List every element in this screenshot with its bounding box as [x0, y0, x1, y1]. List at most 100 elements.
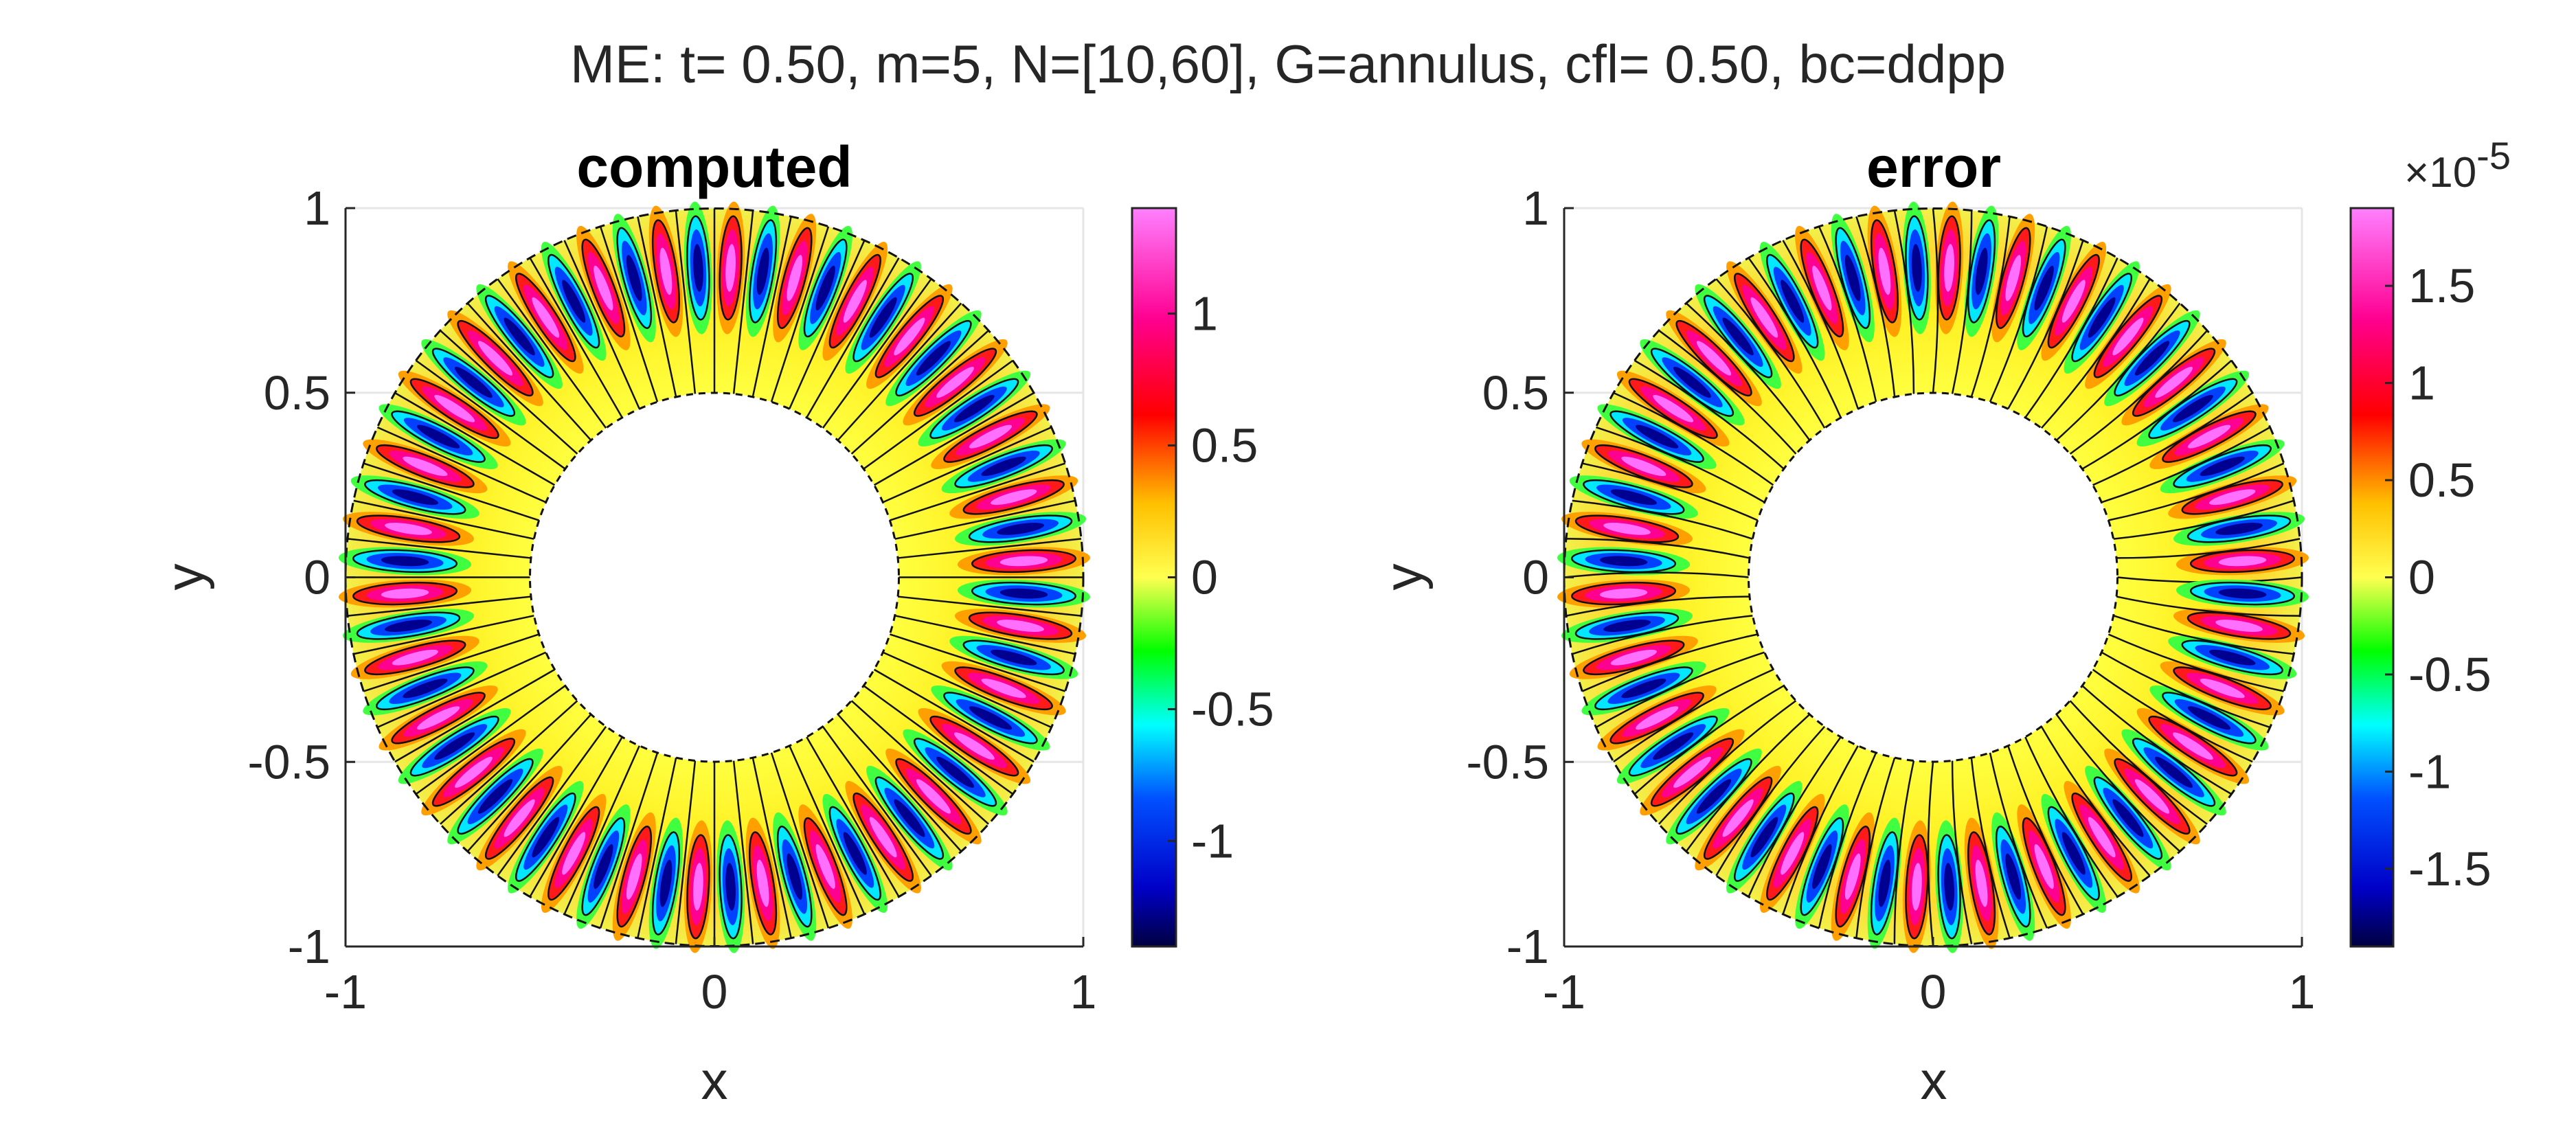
lobe-level — [869, 817, 897, 858]
lobe-level — [2112, 317, 2144, 356]
contour-line — [2024, 257, 2119, 418]
lobe-level — [1812, 844, 1832, 889]
colorbar-tick-label: 0.5 — [1191, 419, 1258, 473]
contour-line — [2040, 726, 2151, 876]
lobe-positive — [476, 765, 563, 871]
y-tick-label: -0.5 — [247, 735, 330, 789]
lobe-positive — [1831, 812, 1875, 941]
lobe-negative — [745, 205, 780, 337]
lobe-level — [981, 679, 1026, 699]
lobe-level — [403, 679, 448, 699]
colorbar-tick-label: -1.5 — [2408, 842, 2492, 896]
lobe-negative — [1991, 812, 2035, 941]
y-tick-label: -1 — [1506, 920, 1549, 973]
lobe-level — [1781, 832, 1805, 875]
annulus-field — [339, 201, 1090, 953]
lobe-level — [1696, 341, 1732, 376]
lobe-level — [1912, 863, 1922, 911]
colorbar-tick-label: 1 — [1191, 287, 1218, 341]
lobe-level — [969, 424, 1013, 449]
panel-title-error: error — [1866, 135, 2001, 199]
lobe-level — [385, 523, 432, 535]
lobe-positive — [2176, 547, 2309, 576]
lobe-positive — [2173, 609, 2305, 643]
contour-line — [1634, 685, 1785, 795]
lobe-level — [843, 280, 867, 323]
lobe-negative — [2041, 793, 2107, 914]
lobe-positive — [447, 310, 543, 407]
lobe-level — [936, 367, 974, 398]
y-tick-label: 0.5 — [1482, 366, 1549, 420]
contour-line — [732, 210, 754, 394]
lobe-level — [504, 317, 535, 356]
colorbar-exponent-error: ×10-5 — [2404, 134, 2511, 196]
lobe-level — [2088, 297, 2116, 338]
panel-title-computed: computed — [576, 135, 852, 199]
contour-line — [2116, 538, 2301, 559]
lobe-positive — [1581, 439, 1706, 494]
lobe-positive — [822, 241, 888, 361]
contour-line — [1634, 359, 1785, 470]
lobe-positive — [941, 661, 1066, 716]
lobe-level — [756, 247, 769, 295]
colorbar-tick-label: -1 — [1191, 814, 1234, 868]
lobe-level — [1621, 456, 1667, 476]
lobe-positive — [1902, 820, 1931, 953]
lobe-level — [626, 255, 642, 302]
lobe-negative — [2160, 439, 2285, 494]
contour-line — [882, 651, 1052, 729]
lobe-negative — [1569, 475, 1698, 519]
panel-error: -1 0 110.50-0.5-11.510.50-0.5-1-1.5 error … — [1373, 134, 2511, 1111]
colorbar-tick-label: 1.5 — [2408, 259, 2475, 313]
lobe-negative — [1964, 205, 1999, 337]
contour-line — [529, 736, 623, 898]
lobe-positive — [1964, 817, 1999, 949]
contour-line — [1572, 615, 1753, 655]
y-axis-label-computed: y — [155, 564, 215, 591]
lobe-positive — [2168, 475, 2297, 519]
lobe-positive — [2121, 339, 2226, 426]
lobe-negative — [2104, 310, 2200, 407]
lobe-level — [532, 817, 560, 858]
lobe-level — [997, 523, 1044, 535]
contour-line — [822, 725, 932, 876]
lobe-level — [2005, 853, 2022, 900]
lobe-positive — [2085, 284, 2171, 389]
lobe-level — [381, 588, 429, 599]
lobe-level — [504, 799, 535, 837]
lobe-level — [1610, 489, 1657, 506]
lobe-level — [1621, 679, 1667, 699]
contour-line — [675, 760, 697, 944]
lobe-negative — [1666, 748, 1762, 845]
lobe-positive — [576, 225, 631, 350]
lobe-positive — [918, 707, 1031, 784]
lobe-level — [693, 244, 703, 292]
contour-line — [563, 745, 640, 915]
lobe-negative — [903, 729, 1008, 816]
lobe-negative — [918, 370, 1031, 447]
lobe-level — [2134, 779, 2170, 814]
contour-line — [882, 426, 1052, 503]
contour-line — [2108, 462, 2285, 521]
contour-line — [1685, 302, 1811, 441]
contour-line — [440, 330, 578, 455]
lobe-level — [2155, 367, 2193, 398]
contour-line — [675, 210, 697, 394]
lobe-level — [991, 489, 1037, 506]
lobe-level — [1603, 523, 1651, 535]
lobe-positive — [903, 339, 1008, 426]
lobe-positive — [957, 547, 1090, 576]
lobe-level — [2155, 756, 2193, 788]
x-tick-label: -1 — [324, 965, 367, 1019]
lobe-level — [1750, 817, 1778, 858]
lobe-positive — [2160, 661, 2285, 716]
colorbar-tick-label: -0.5 — [1191, 682, 1274, 736]
contour-line — [2040, 278, 2151, 429]
lobe-level — [1944, 244, 1954, 292]
lobe-positive — [648, 205, 683, 337]
contour-line — [1970, 757, 2011, 939]
contour-line — [1818, 752, 1877, 929]
lobe-positive — [1640, 729, 1745, 816]
contour-line — [347, 538, 532, 559]
